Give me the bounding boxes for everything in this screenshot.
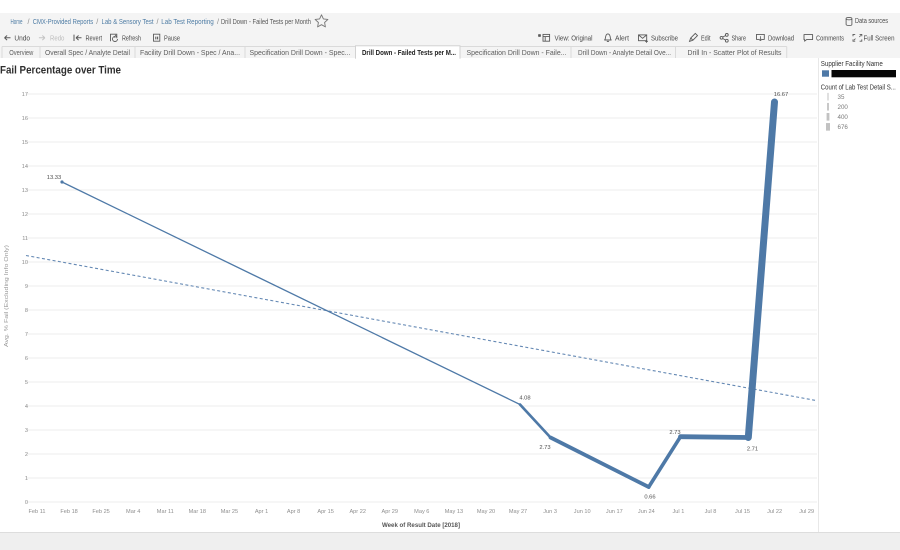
- svg-text:10: 10: [22, 260, 28, 266]
- svg-text:2: 2: [25, 452, 28, 458]
- svg-text:4: 4: [25, 404, 28, 410]
- svg-text:Fail Percentage over Time: Fail Percentage over Time: [0, 65, 121, 77]
- svg-text:Feb 18: Feb 18: [60, 509, 77, 515]
- svg-text:Count of Lab Test Detail S...: Count of Lab Test Detail S...: [821, 85, 896, 92]
- svg-text:676: 676: [838, 124, 849, 131]
- svg-text:Home: Home: [11, 17, 23, 26]
- svg-text:Jul 29: Jul 29: [799, 509, 814, 515]
- svg-text:Jun 24: Jun 24: [638, 509, 655, 515]
- svg-text:400: 400: [838, 114, 849, 121]
- svg-text:12: 12: [22, 212, 28, 218]
- svg-text:2.73: 2.73: [539, 445, 550, 451]
- svg-text:Undo: Undo: [14, 33, 30, 42]
- svg-text:Mar 25: Mar 25: [221, 509, 238, 515]
- svg-text:Drill Down - Failed Tests per: Drill Down - Failed Tests per Month: [221, 17, 311, 26]
- svg-text:14: 14: [22, 164, 28, 170]
- svg-text:Avg. % Fail (Excluding Info On: Avg. % Fail (Excluding Info Only): [4, 245, 10, 347]
- svg-text:Apr 1: Apr 1: [255, 509, 268, 515]
- svg-text:3: 3: [25, 428, 28, 434]
- svg-text:2.73: 2.73: [669, 430, 680, 436]
- svg-text:Download: Download: [768, 33, 794, 42]
- svg-text:Jul 8: Jul 8: [705, 509, 717, 515]
- svg-text:Jun 3: Jun 3: [543, 509, 557, 515]
- svg-text:/: /: [217, 17, 219, 26]
- svg-text:Comments: Comments: [816, 33, 844, 42]
- svg-text:Lab & Sensory Test: Lab & Sensory Test: [102, 17, 154, 26]
- svg-text:Mar 4: Mar 4: [126, 509, 140, 515]
- svg-text:1: 1: [25, 476, 28, 482]
- svg-text:0.66: 0.66: [644, 495, 655, 501]
- svg-text:16: 16: [22, 116, 28, 122]
- svg-text:May 27: May 27: [509, 509, 527, 515]
- svg-text:Alert: Alert: [615, 33, 629, 42]
- svg-text:Mar 11: Mar 11: [157, 509, 174, 515]
- svg-text:Jun 10: Jun 10: [574, 509, 591, 515]
- svg-text:Share: Share: [732, 33, 747, 42]
- svg-text:Supplier Facility Name: Supplier Facility Name: [821, 61, 883, 68]
- svg-text:Mar 18: Mar 18: [189, 509, 206, 515]
- svg-text:17: 17: [22, 92, 28, 98]
- svg-text:Refresh: Refresh: [122, 33, 141, 42]
- svg-text:Full Screen: Full Screen: [864, 33, 895, 42]
- svg-text:Drill Down - Failed Tests per: Drill Down - Failed Tests per M...: [362, 48, 456, 57]
- svg-text:Overview: Overview: [9, 48, 34, 57]
- svg-text:Drill In - Scatter Plot of Res: Drill In - Scatter Plot of Results: [688, 48, 782, 57]
- svg-text:Jul 22: Jul 22: [767, 509, 782, 515]
- svg-text:0: 0: [25, 500, 28, 506]
- svg-text:11: 11: [22, 236, 28, 242]
- svg-text:Subscribe: Subscribe: [651, 33, 678, 42]
- svg-text:/: /: [28, 17, 30, 26]
- svg-text:View: Original: View: Original: [555, 33, 593, 42]
- svg-text:CMX-Provided Reports: CMX-Provided Reports: [33, 17, 94, 26]
- svg-text:Data sources: Data sources: [855, 16, 888, 25]
- svg-text:Lab Test Reporting: Lab Test Reporting: [161, 17, 214, 26]
- svg-text:Week of Result Date [2018]: Week of Result Date [2018]: [382, 522, 460, 529]
- svg-text:35: 35: [838, 94, 845, 101]
- svg-text:5: 5: [25, 380, 28, 386]
- svg-text:8: 8: [25, 308, 28, 314]
- svg-text:May 13: May 13: [445, 509, 463, 515]
- svg-text:15: 15: [22, 140, 28, 146]
- svg-text:Apr 22: Apr 22: [349, 509, 365, 515]
- svg-text:Drill Down - Analyte Detail Ov: Drill Down - Analyte Detail Ove...: [578, 48, 671, 57]
- svg-text:Redo: Redo: [50, 33, 64, 42]
- svg-text:Specification Drill Down - Spe: Specification Drill Down - Spec...: [250, 48, 351, 57]
- svg-text:Jun 17: Jun 17: [606, 509, 623, 515]
- svg-text:Apr 15: Apr 15: [317, 509, 333, 515]
- svg-text:Apr 8: Apr 8: [287, 509, 300, 515]
- svg-text:Edit: Edit: [701, 33, 711, 42]
- svg-text:13: 13: [22, 188, 28, 194]
- svg-text:Revert: Revert: [86, 33, 103, 42]
- svg-text:200: 200: [838, 104, 849, 111]
- svg-text:/: /: [157, 17, 159, 26]
- svg-text:Apr 29: Apr 29: [382, 509, 398, 515]
- svg-text:Specification Drill Down - Fai: Specification Drill Down - Faile...: [467, 48, 567, 57]
- svg-text:7: 7: [25, 332, 28, 338]
- svg-text:May 20: May 20: [477, 509, 495, 515]
- svg-text:4.08: 4.08: [519, 396, 530, 402]
- svg-text:2.71: 2.71: [747, 447, 758, 453]
- svg-text:May 6: May 6: [414, 509, 429, 515]
- svg-text:Overall Spec / Analyte Detail: Overall Spec / Analyte Detail: [45, 48, 130, 57]
- svg-text:Jul 1: Jul 1: [672, 509, 684, 515]
- svg-text:13.33: 13.33: [47, 175, 62, 181]
- svg-text:/: /: [96, 17, 98, 26]
- svg-text:Pause: Pause: [164, 33, 180, 42]
- svg-text:6: 6: [25, 356, 28, 362]
- svg-text:Feb 25: Feb 25: [92, 509, 109, 515]
- svg-text:9: 9: [25, 284, 28, 290]
- svg-text:Feb 11: Feb 11: [29, 509, 46, 515]
- svg-text:Facility Drill Down - Spec / A: Facility Drill Down - Spec / Ana...: [140, 48, 240, 57]
- svg-text:16.67: 16.67: [774, 92, 789, 98]
- svg-text:Jul 15: Jul 15: [735, 509, 750, 515]
